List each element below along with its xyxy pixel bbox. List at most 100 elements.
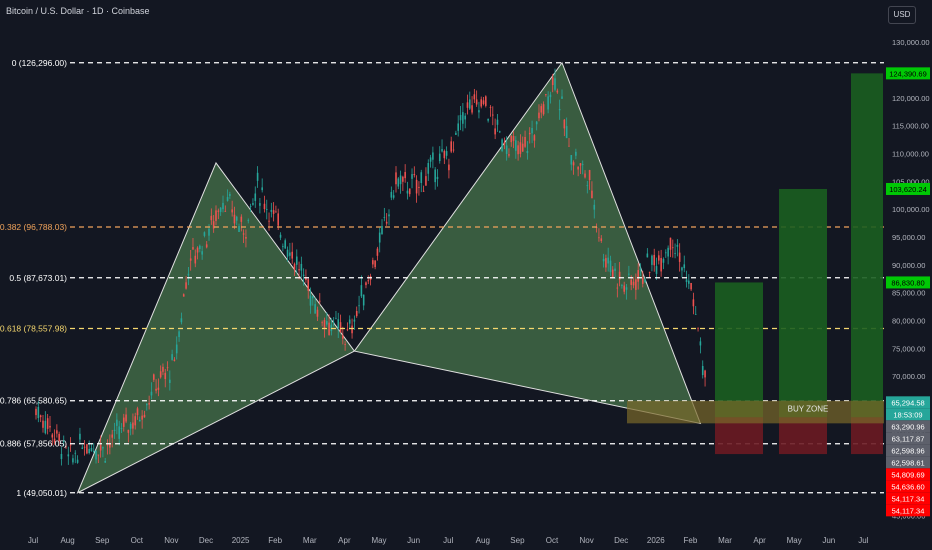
x-tick-label: Jul — [28, 536, 38, 545]
candle-body — [584, 173, 586, 178]
candle-body — [159, 371, 162, 378]
y-tick-label: 95,000.00 — [892, 233, 925, 242]
candle-body — [482, 100, 485, 104]
x-tick-label: Feb — [684, 536, 698, 545]
candle-body — [332, 322, 335, 324]
candle-body — [473, 94, 476, 100]
candle-body — [56, 430, 58, 434]
x-tick-label: Oct — [546, 536, 559, 545]
price-tag — [886, 444, 930, 457]
candle-body — [113, 429, 116, 432]
price-tag-label: 54,809.69 — [891, 470, 924, 479]
candle-body — [362, 294, 365, 306]
candle-body — [39, 415, 42, 418]
candle-body — [508, 154, 510, 156]
price-tag-label: 54,117.34 — [892, 494, 925, 503]
candle-body — [162, 366, 164, 372]
candle-body — [353, 319, 356, 322]
y-tick-label: 105,000.00 — [892, 177, 930, 186]
candle-body — [365, 282, 367, 286]
price-tag — [886, 492, 930, 505]
price-tag — [886, 468, 930, 481]
candle-body — [72, 458, 74, 463]
candle-body — [122, 417, 125, 427]
candle-body — [598, 237, 600, 239]
candle-body — [291, 251, 293, 259]
x-tick-label: May — [787, 536, 802, 545]
currency-button[interactable]: USD — [888, 6, 916, 24]
candle-body — [235, 216, 238, 221]
y-tick-label: 120,000.00 — [892, 94, 930, 103]
candle-body — [127, 429, 130, 433]
y-tick-label: 110,000.00 — [892, 149, 929, 158]
candle-body — [143, 414, 146, 418]
candle-body — [360, 285, 363, 297]
candle-body — [342, 335, 344, 339]
candle-body — [169, 379, 171, 383]
candle-body — [76, 459, 79, 463]
x-tick-label: Apr — [753, 536, 766, 545]
candle-body — [517, 145, 519, 155]
candle-body — [355, 311, 358, 317]
candle-body — [489, 107, 492, 108]
candle-body — [171, 354, 173, 360]
buy-zone-band — [627, 400, 884, 424]
candle-body — [499, 131, 501, 133]
candle-body — [118, 426, 120, 439]
candle-body — [402, 176, 404, 182]
candle-body — [284, 240, 286, 249]
candle-body — [418, 186, 420, 188]
candle-body — [328, 322, 330, 336]
candle-body — [166, 367, 169, 369]
candle-body — [466, 102, 469, 108]
candle-body — [607, 257, 609, 264]
candle-body — [554, 78, 556, 90]
candle-body — [319, 300, 321, 302]
candle-body — [408, 188, 411, 195]
buy-zone-label: BUY ZONE — [788, 405, 829, 414]
candle-body — [155, 388, 157, 391]
candle-body — [42, 420, 44, 428]
candle-body — [67, 454, 70, 457]
price-tag-label: 65,294.58 — [891, 398, 924, 407]
candle-body — [97, 454, 100, 456]
candle-body — [293, 263, 296, 270]
candle-body — [62, 440, 65, 443]
candle-body — [252, 202, 254, 205]
x-tick-label: Dec — [614, 536, 628, 545]
candle-body — [639, 268, 642, 270]
candle-body — [455, 132, 457, 135]
candle-body — [397, 178, 400, 187]
candle-body — [436, 176, 439, 180]
candle-body — [330, 324, 333, 332]
candle-body — [611, 269, 614, 277]
candle-body — [229, 194, 231, 196]
candle-body — [577, 166, 579, 170]
candle-body — [339, 322, 342, 333]
candle-body — [233, 214, 236, 224]
candle-body — [690, 282, 692, 290]
candle-body — [116, 419, 118, 426]
candle-body — [420, 172, 423, 184]
candle-body — [208, 228, 210, 236]
y-tick-label: 80,000.00 — [892, 316, 925, 325]
candle-body — [681, 267, 683, 271]
candle-body — [593, 204, 596, 210]
candle-body — [551, 77, 554, 86]
candle-body — [289, 252, 291, 256]
candle-body — [270, 209, 273, 212]
candle-body — [471, 105, 473, 113]
candle-body — [86, 444, 88, 454]
candle-body — [556, 90, 559, 93]
candle-body — [300, 263, 303, 271]
x-tick-label: Nov — [579, 536, 593, 545]
candle-body — [139, 419, 141, 422]
x-tick-label: Oct — [131, 536, 144, 545]
price-tag-label: 62,598.96 — [891, 446, 924, 455]
candle-body — [388, 214, 390, 217]
candle-body — [641, 277, 644, 284]
x-tick-label: 2025 — [232, 536, 250, 545]
candle-body — [326, 321, 328, 325]
